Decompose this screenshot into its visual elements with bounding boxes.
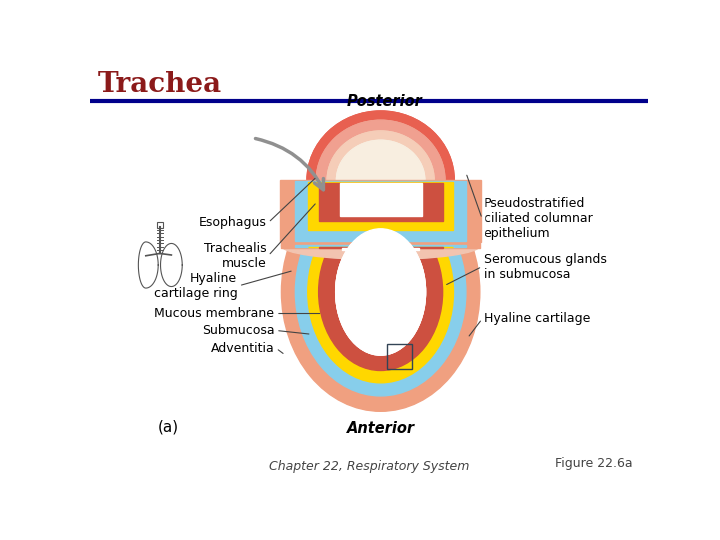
Text: (a): (a) [158,419,179,434]
Ellipse shape [282,232,480,260]
Bar [295,245,466,247]
Text: Posterior: Posterior [346,94,423,109]
Text: Chapter 22, Respiratory System: Chapter 22, Respiratory System [269,460,469,473]
Ellipse shape [307,201,454,383]
Bar [282,244,480,248]
Bar [319,247,443,248]
Bar [295,181,466,241]
Bar [342,248,419,249]
Text: Pseudostratified
ciliated columnar
epithelium: Pseudostratified ciliated columnar epith… [484,197,593,240]
Bar [277,168,484,232]
Bar [277,168,484,234]
Ellipse shape [316,120,445,240]
Ellipse shape [319,213,443,370]
Text: Esophagus: Esophagus [199,216,266,229]
Text: Submucosa: Submucosa [202,324,274,337]
Ellipse shape [307,111,454,249]
Bar [307,182,454,230]
Text: Lumen of
trachea: Lumen of trachea [341,287,413,320]
Bar [387,345,412,369]
Ellipse shape [336,140,425,220]
Ellipse shape [327,131,434,230]
Text: Adventitia: Adventitia [211,342,274,355]
Ellipse shape [307,111,454,249]
Ellipse shape [316,120,445,240]
Bar [340,184,422,215]
Text: Seromucous glands
in submucosa: Seromucous glands in submucosa [484,253,606,281]
Ellipse shape [336,229,426,355]
Ellipse shape [336,140,425,220]
Ellipse shape [336,229,426,355]
Ellipse shape [295,188,466,396]
Bar [319,183,443,221]
Ellipse shape [336,229,426,355]
Text: Figure 22.6a: Figure 22.6a [555,457,632,470]
Ellipse shape [282,173,480,411]
Text: Trachea: Trachea [98,71,222,98]
Text: Trachealis
muscle: Trachealis muscle [204,242,266,270]
Text: Hyaline
cartilage ring: Hyaline cartilage ring [153,272,238,300]
Bar [157,222,163,228]
Text: Hyaline cartilage: Hyaline cartilage [484,313,590,326]
Text: Anterior: Anterior [346,421,415,436]
Ellipse shape [327,131,434,230]
Text: Mucous membrane: Mucous membrane [155,307,274,320]
Bar [280,180,482,242]
